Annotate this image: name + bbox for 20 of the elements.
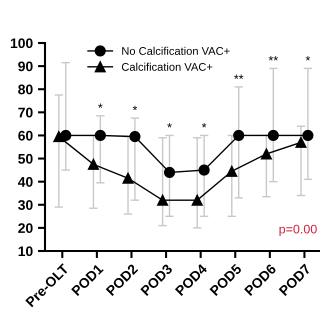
y-tick-label: 50	[18, 154, 33, 164]
y-tick-label: 60	[18, 130, 33, 141]
legend-label: Calcification VAC+	[122, 62, 212, 71]
annotation: *	[167, 123, 172, 128]
y-tick-label: 20	[18, 223, 33, 234]
y-tick-label: 40	[18, 177, 33, 187]
annotation: **	[234, 74, 244, 79]
y-tick-label: 70	[18, 108, 33, 118]
annotation: *	[306, 56, 310, 60]
annotation: **	[268, 56, 278, 60]
annotation: *	[132, 106, 138, 110]
legend-label: No Calcification VAC+	[122, 46, 230, 55]
y-tick-label: 80	[18, 84, 33, 94]
annotation: *	[202, 123, 206, 128]
y-tick-label: 90	[18, 61, 33, 72]
y-tick-label: 100	[10, 38, 33, 48]
y-tick-label: 30	[18, 200, 33, 210]
y-tick-label: 10	[18, 246, 33, 256]
annotation: p=0.00	[279, 224, 317, 236]
annotation: *	[98, 103, 103, 108]
